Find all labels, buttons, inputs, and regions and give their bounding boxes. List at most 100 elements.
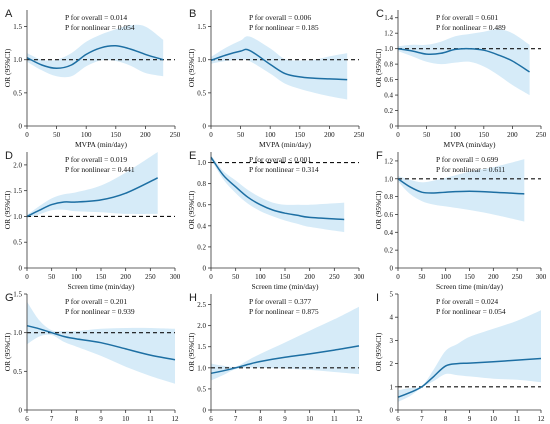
ci-band	[27, 152, 158, 218]
x-tick-label: 150	[479, 131, 490, 139]
ci-band	[398, 29, 530, 96]
x-tick-label: 300	[536, 273, 547, 281]
y-tick-label: 1.5	[197, 343, 206, 351]
x-tick-label: 12	[538, 415, 546, 423]
panel-letter: C	[376, 8, 384, 20]
y-axis-label: OR (95%CI)	[187, 190, 196, 229]
x-tick-label: 9	[468, 415, 472, 423]
x-axis-label: MVPA (min/day)	[75, 140, 128, 149]
y-tick-label: 0.4	[197, 222, 206, 230]
y-tick-label: 0.4	[384, 229, 393, 237]
y-tick-label: 0.2	[197, 243, 206, 251]
panel-d: 0 50 100 150 200 250 300 0 0.5 1.0 1.5 2.0 Screen ti…	[3, 150, 181, 291]
p-nonlinear: P for nonlinear = 0.054	[65, 23, 135, 32]
y-axis-label: OR (95%CI)	[3, 190, 12, 229]
y-tick-label: 2.0	[13, 161, 22, 169]
p-nonlinear: P for nonlinear = 0.054	[436, 307, 506, 316]
or-curve	[210, 48, 348, 81]
p-nonlinear: P for nonlinear = 0.611	[436, 165, 506, 174]
x-axis-label: Screen time (min/day)	[67, 282, 135, 291]
p-overall: P for overall = 0.201	[65, 297, 127, 306]
y-axis-label: OR (95%CI)	[374, 332, 383, 371]
y-tick-label: 0.2	[384, 107, 393, 115]
y-tick-label: 1	[390, 383, 394, 391]
y-tick-label: 0.5	[13, 239, 22, 247]
panel-letter: A	[5, 8, 13, 20]
y-axis-label: OR (95%CI)	[374, 48, 383, 87]
panel-letter: I	[376, 292, 379, 304]
y-axis-label: OR (95%CI)	[187, 332, 196, 371]
y-tick-label: 0.8	[384, 193, 393, 201]
p-overall: P for overall = 0.024	[436, 297, 498, 306]
x-tick-label: 100	[255, 273, 266, 281]
x-axis-label: Screen time (min/day)	[251, 282, 319, 291]
x-tick-label: 150	[280, 273, 291, 281]
p-overall: P for overall = 0.699	[436, 155, 498, 164]
x-tick-label: 250	[512, 273, 523, 281]
or-curve	[397, 178, 525, 195]
ci-band	[27, 24, 164, 78]
y-tick-label: 0.2	[384, 247, 393, 255]
y-tick-label: 1.2	[384, 157, 393, 165]
y-tick-label: 2	[390, 360, 394, 368]
p-nonlinear: P for nonlinear = 0.939	[65, 307, 135, 316]
panel-letter: D	[5, 150, 13, 162]
panel-letter: B	[189, 8, 196, 20]
x-tick-label: 0	[396, 131, 400, 139]
x-tick-label: 100	[265, 131, 276, 139]
y-tick-label: 1.0	[13, 56, 22, 64]
panel-e: 0 50 100 150 200 250 300 0 0.2 0.4 0.6 0.8 1.0 Screen…	[187, 150, 365, 291]
y-tick-label: 0.8	[384, 61, 393, 69]
ci-band	[211, 36, 348, 100]
x-tick-label: 50	[53, 131, 61, 139]
x-tick-label: 100	[71, 273, 82, 281]
y-tick-label: 0	[390, 123, 394, 131]
panel-i: 6789101112012345Sleep duration (h/day)OR…	[374, 291, 545, 424]
y-tick-label: 1.5	[13, 23, 22, 31]
x-tick-label: 10	[122, 415, 130, 423]
x-tick-label: 150	[295, 131, 306, 139]
x-tick-label: 6	[209, 415, 213, 423]
x-tick-label: 250	[354, 131, 365, 139]
x-tick-label: 200	[507, 131, 518, 139]
x-tick-label: 0	[209, 273, 213, 281]
y-axis-label: OR (95%CI)	[3, 332, 12, 371]
x-tick-label: 0	[396, 273, 400, 281]
p-nonlinear: P for nonlinear = 0.185	[249, 23, 319, 32]
y-tick-label: 0.5	[13, 89, 22, 97]
or-curve	[26, 324, 176, 361]
y-tick-label: 0.4	[384, 92, 393, 100]
x-tick-label: 12	[172, 415, 180, 423]
x-tick-label: 11	[147, 415, 154, 423]
x-tick-label: 9	[99, 415, 103, 423]
x-tick-label: 100	[81, 131, 92, 139]
y-tick-label: 1.0	[13, 213, 22, 221]
p-overall: P for overall < 0.001	[249, 155, 311, 164]
y-tick-label: 0	[19, 265, 23, 273]
y-tick-label: 0.6	[197, 201, 206, 209]
y-axis-label: OR (95%CI)	[187, 48, 196, 87]
ci-band	[211, 155, 345, 233]
p-nonlinear: P for nonlinear = 0.489	[436, 23, 506, 32]
y-tick-label: 1.0	[197, 364, 206, 372]
y-tick-label: 0	[203, 265, 207, 273]
x-tick-label: 8	[259, 415, 263, 423]
y-tick-label: 0.5	[197, 385, 206, 393]
p-overall: P for overall = 0.601	[436, 13, 498, 22]
panel-c: 0 50 100 150 200 250 0 0.2 0.4 0.6 0.8 1.0 1.2 1.4 MVP…	[374, 8, 547, 149]
y-tick-label: 0	[19, 407, 23, 415]
p-nonlinear: P for nonlinear = 0.314	[249, 165, 319, 174]
x-tick-label: 12	[356, 415, 364, 423]
x-tick-label: 6	[25, 415, 29, 423]
x-tick-label: 150	[96, 273, 107, 281]
x-tick-label: 200	[488, 273, 499, 281]
y-tick-label: 3	[390, 337, 394, 345]
p-overall: P for overall = 0.377	[249, 297, 311, 306]
y-tick-label: 0.5	[13, 368, 22, 376]
y-tick-label: 1.2	[384, 30, 393, 38]
x-tick-label: 6	[396, 415, 400, 423]
y-tick-label: 0.8	[197, 180, 206, 188]
